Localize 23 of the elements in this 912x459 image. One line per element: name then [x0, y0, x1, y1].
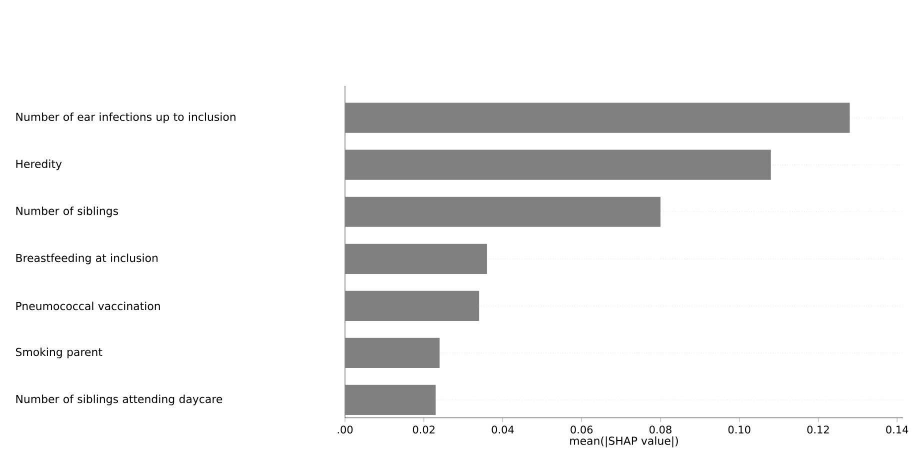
- y-tick-label: Breastfeeding at inclusion: [16, 254, 158, 264]
- x-axis-title: mean(|SHAP value|): [570, 436, 678, 448]
- y-tick-label: Pneumococcal vaccination: [16, 302, 160, 310]
- x-tick-label: 0.08: [650, 426, 672, 434]
- bar: [345, 150, 771, 180]
- y-tick-label: Number of siblings attending daycare: [16, 394, 222, 406]
- y-tick-label: Heredity: [16, 160, 62, 170]
- bar: [345, 338, 440, 368]
- x-tick-label: 0.14: [886, 426, 908, 434]
- bar: [345, 196, 660, 227]
- y-tick-label: Number of siblings: [16, 206, 118, 218]
- y-tick-label: Smoking parent: [16, 348, 102, 358]
- bar: [345, 384, 436, 416]
- bar: [345, 290, 480, 321]
- bar: [345, 102, 850, 133]
- x-tick-label: 0.10: [728, 426, 750, 434]
- x-tick-label: 0.04: [492, 426, 514, 434]
- x-tick-label: 0.02: [412, 426, 434, 434]
- x-tick-label: 0.12: [807, 426, 829, 434]
- y-tick-label: Number of ear infections up to inclusion: [16, 112, 236, 124]
- bar: [345, 244, 487, 274]
- x-tick-label: 0.06: [570, 426, 593, 434]
- x-tick-label: .00: [338, 426, 353, 434]
